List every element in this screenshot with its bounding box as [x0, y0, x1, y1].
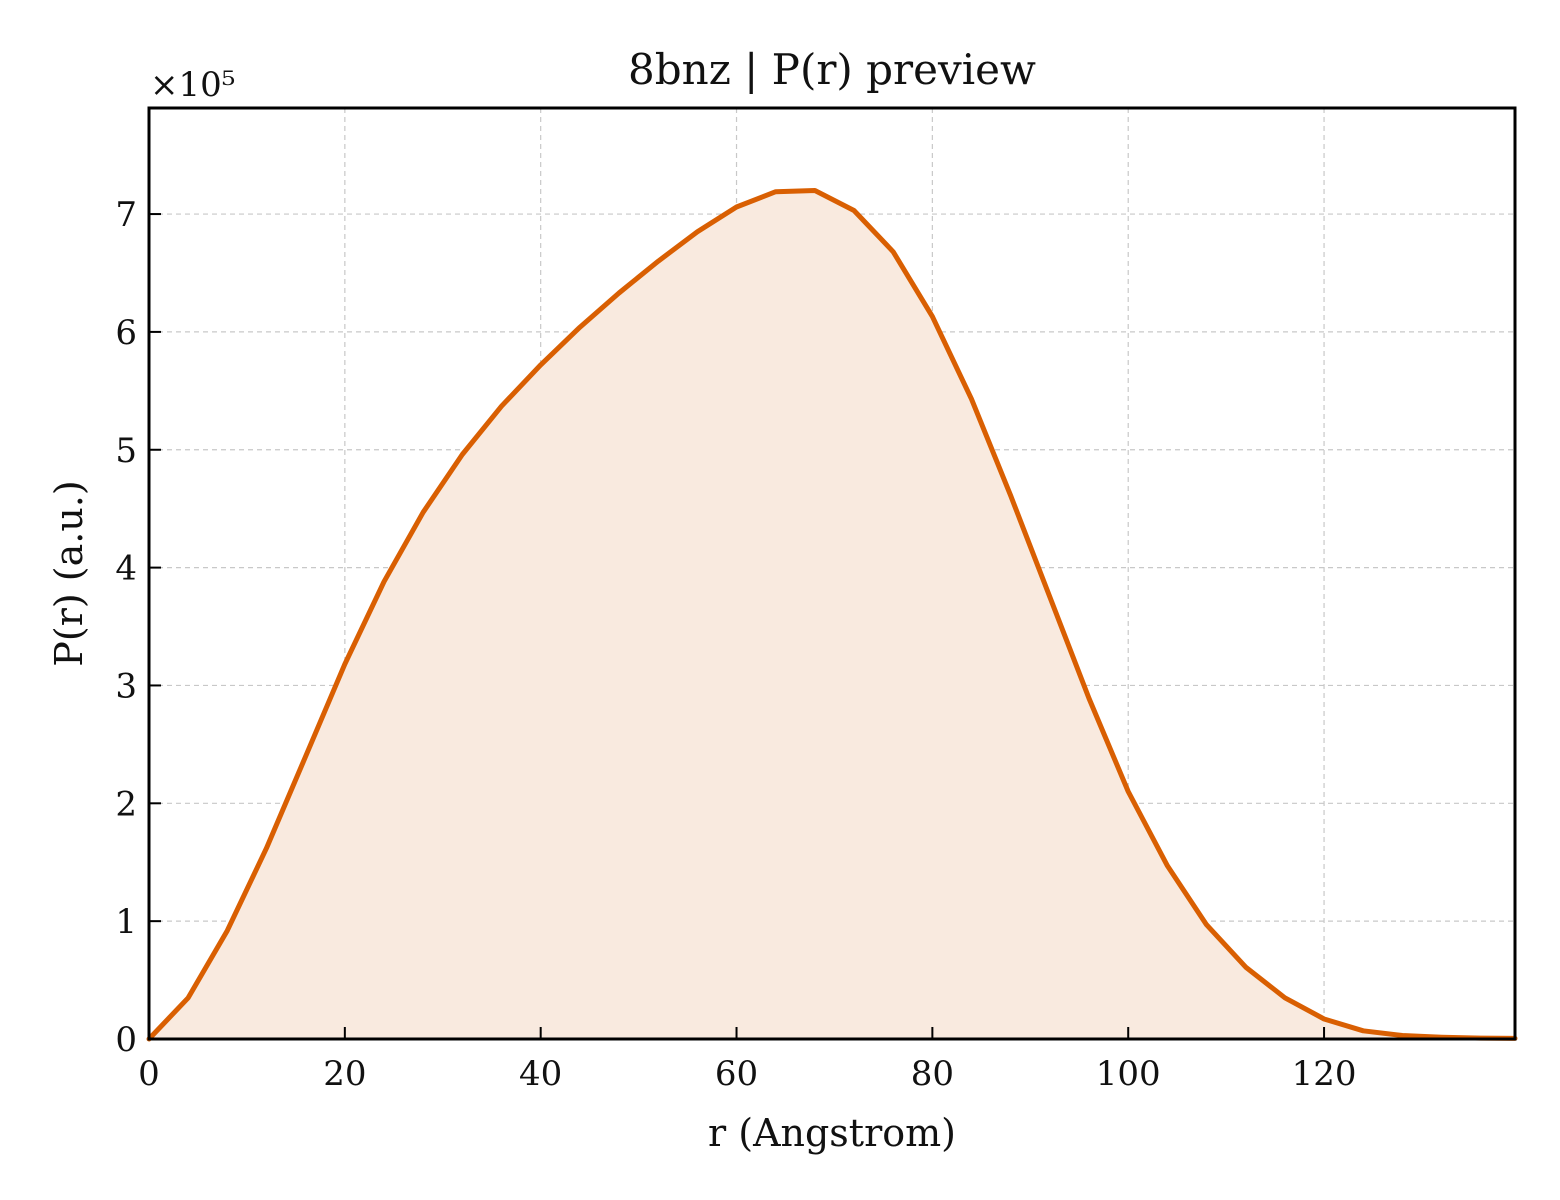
y-axis-title: P(r) (a.u.) [47, 480, 91, 666]
chart-title: 8bnz | P(r) preview [628, 45, 1036, 94]
y-tick-label: 4 [115, 549, 137, 589]
pr-curve-line [146, 188, 1518, 1042]
y-tick-label: 7 [115, 195, 137, 235]
x-tick-label: 100 [1096, 1054, 1161, 1094]
y-tick-label: 6 [115, 313, 137, 353]
pr-area-fill [149, 190, 1515, 1039]
data-layer [146, 188, 1518, 1042]
y-tick-label: 0 [115, 1020, 137, 1060]
x-tick-label: 40 [519, 1054, 562, 1094]
x-tick-label: 60 [715, 1054, 758, 1094]
x-tick-label: 120 [1292, 1054, 1357, 1094]
y-axis-offset-label: ×10⁵ [150, 65, 235, 105]
y-tick-label: 5 [115, 431, 137, 471]
y-tick-label: 3 [115, 666, 137, 706]
x-tick-label: 80 [911, 1054, 954, 1094]
x-tick-label: 0 [138, 1054, 160, 1094]
ticks: 0 20 40 60 80 100 120 0 1 2 3 4 5 6 7 [115, 195, 1356, 1094]
plot-frame [147, 106, 1517, 1041]
y-tick-label: 1 [115, 902, 137, 942]
x-tick-label: 20 [323, 1054, 366, 1094]
y-tick-label: 2 [115, 784, 137, 824]
x-axis-title: r (Angstrom) [708, 1111, 956, 1155]
